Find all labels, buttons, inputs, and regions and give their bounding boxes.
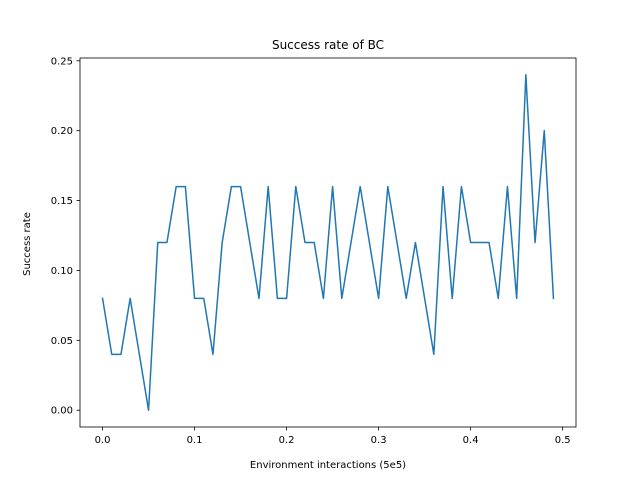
x-tick-label: 0.0: [95, 435, 111, 446]
x-tick-label: 0.3: [371, 435, 387, 446]
plot-frame: [79, 57, 577, 428]
series-line-0: [101, 74, 555, 411]
plot-area: [79, 57, 577, 428]
chart-title: Success rate of BC: [272, 38, 384, 52]
y-tick-label: 0.15: [51, 196, 73, 207]
y-tick-label: 0.25: [51, 56, 73, 67]
y-axis-label: Success rate: [22, 212, 33, 276]
x-tick-label: 0.5: [555, 435, 571, 446]
x-tick-label: 0.1: [187, 435, 203, 446]
x-axis: 0.0 0.1 0.2 0.3 0.4 0.5: [95, 427, 571, 446]
y-tick-label: 0.10: [51, 266, 73, 277]
x-tick-label: 0.2: [279, 435, 295, 446]
x-tick-label: 0.4: [463, 435, 479, 446]
x-axis-label: Environment interactions (5e5): [250, 460, 406, 471]
y-tick-label: 0.20: [51, 126, 73, 137]
y-tick-label: 0.00: [51, 406, 73, 417]
y-axis: 0.00 0.05 0.10 0.15 0.20 0.25: [51, 56, 80, 417]
y-tick-label: 0.05: [51, 336, 73, 347]
